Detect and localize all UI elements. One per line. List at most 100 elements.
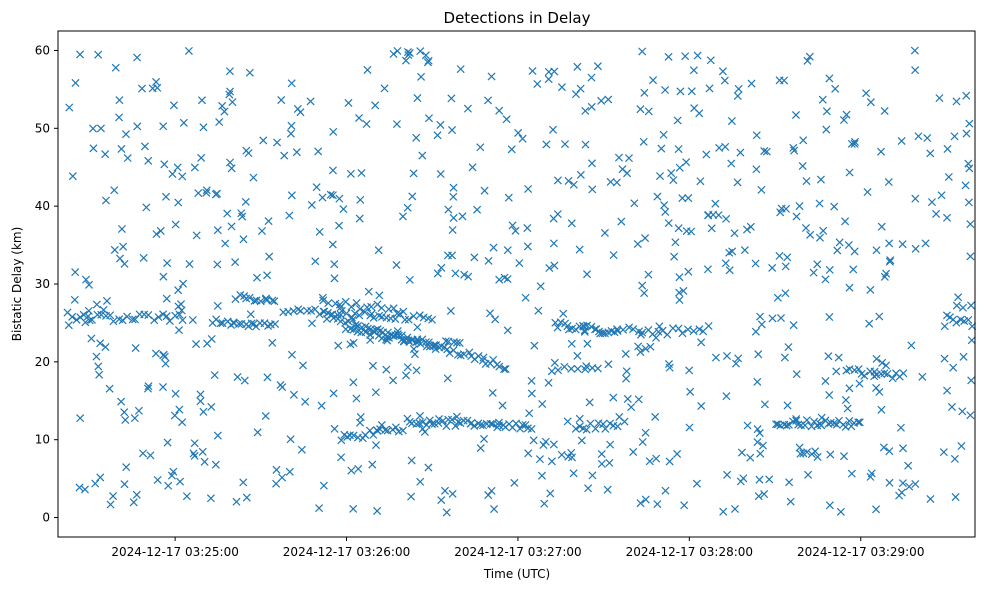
data-point [826, 418, 835, 427]
data-point [825, 501, 834, 510]
data-point [727, 117, 736, 126]
data-point [423, 58, 432, 67]
data-point [400, 315, 410, 324]
data-point [734, 354, 743, 363]
data-point [567, 364, 576, 373]
data-point [484, 256, 493, 265]
data-point [678, 194, 687, 203]
data-point [498, 401, 507, 410]
data-point [391, 331, 400, 340]
data-point [131, 344, 140, 353]
data-point [464, 272, 473, 281]
data-point [775, 76, 784, 85]
data-point [777, 204, 786, 213]
data-point [68, 172, 77, 181]
data-point [587, 322, 596, 331]
data-point [85, 316, 94, 325]
data-point [524, 184, 533, 193]
data-point [337, 436, 346, 445]
data-point [349, 338, 358, 347]
data-point [911, 194, 920, 203]
data-point [657, 144, 666, 153]
data-point [587, 102, 596, 111]
data-point [470, 253, 479, 262]
data-point [722, 351, 732, 361]
data-point [689, 66, 698, 75]
data-point [707, 224, 716, 233]
data-point [436, 169, 445, 179]
data-point [307, 319, 316, 328]
data-point [877, 147, 886, 156]
data-point [898, 240, 907, 249]
data-point [573, 62, 582, 71]
data-point [696, 177, 705, 186]
data-point [352, 323, 361, 332]
data-point [587, 159, 596, 168]
data-point [270, 297, 279, 306]
data-point [845, 283, 854, 292]
data-point [818, 95, 827, 104]
data-point [72, 315, 81, 324]
data-point [402, 371, 411, 380]
data-point [609, 251, 618, 260]
data-point [620, 417, 629, 426]
data-point [144, 382, 153, 391]
data-point [722, 214, 731, 223]
data-point [202, 188, 211, 197]
data-point [629, 447, 638, 456]
data-point [170, 411, 179, 420]
data-point [783, 401, 792, 410]
data-point [352, 299, 361, 308]
data-point [834, 353, 843, 362]
data-point [757, 320, 766, 329]
data-point [734, 84, 743, 93]
data-point [286, 435, 295, 444]
data-point [801, 224, 810, 233]
data-point [392, 120, 401, 129]
y-axis-label: Bistatic Delay (km) [10, 227, 24, 342]
data-point [355, 113, 364, 123]
data-point [687, 227, 696, 236]
data-point [436, 120, 445, 129]
y-tick-label: 40 [35, 199, 50, 213]
data-point [444, 205, 453, 214]
data-point [196, 397, 205, 406]
data-point [784, 420, 793, 429]
data-point [466, 419, 475, 428]
data-point [412, 133, 421, 142]
data-point [550, 261, 559, 270]
data-point [190, 163, 199, 172]
data-point [228, 98, 237, 107]
data-point [655, 172, 665, 181]
data-point [731, 359, 741, 368]
data-point [449, 213, 458, 222]
data-point [182, 492, 191, 501]
data-point [639, 137, 648, 146]
data-point [918, 372, 927, 381]
data-point [416, 477, 425, 486]
data-point [593, 364, 602, 373]
data-point [875, 312, 884, 321]
data-point [329, 127, 338, 136]
data-point [171, 220, 180, 229]
data-point [85, 280, 94, 289]
data-point [162, 294, 171, 303]
data-point [952, 97, 961, 106]
data-point [885, 257, 894, 266]
data-point [754, 350, 763, 359]
data-point [720, 76, 729, 85]
data-point [559, 309, 568, 318]
data-point [442, 508, 451, 517]
data-point [670, 252, 679, 261]
data-point [546, 489, 555, 498]
data-point [673, 449, 682, 458]
data-point [218, 319, 227, 328]
data-point [292, 148, 301, 157]
data-point [576, 170, 585, 179]
data-point [391, 423, 400, 432]
data-point [276, 380, 285, 390]
data-point [676, 87, 685, 96]
data-point [408, 192, 417, 201]
data-point [446, 306, 455, 315]
y-tick-label: 30 [35, 277, 50, 291]
